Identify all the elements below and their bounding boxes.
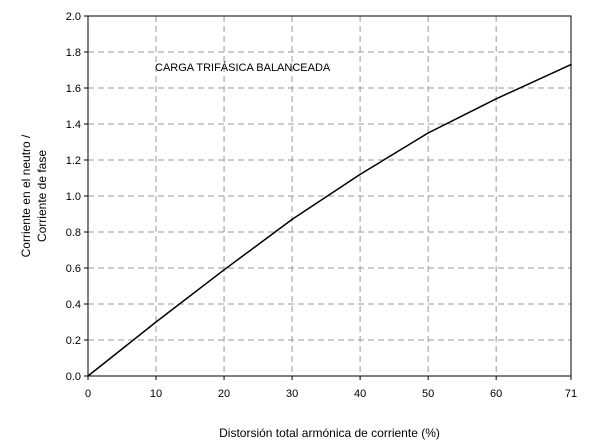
x-tick-label: 71 (565, 388, 577, 400)
y-axis-title-line-1: Corriente en el neutro / (19, 134, 33, 257)
data-point (291, 218, 293, 221)
grid-lines (88, 16, 571, 376)
data-point (495, 98, 497, 100)
data-point (223, 269, 225, 271)
series-group (87, 63, 572, 377)
y-axis-title-line-2: Corriente de fase (35, 150, 49, 242)
x-axis-ticks: 0 10 20 30 40 50 60 71 (85, 376, 577, 400)
series-line (87, 63, 572, 377)
y-tick-label: 1.0 (66, 191, 81, 203)
data-point (155, 321, 157, 323)
x-tick-label: 0 (85, 388, 91, 400)
x-tick-label: 10 (150, 388, 162, 400)
x-tick-label: 60 (490, 388, 502, 400)
y-tick-label: 1.6 (66, 83, 81, 95)
x-tick-label: 30 (286, 388, 298, 400)
y-tick-label: 0.6 (66, 263, 81, 275)
data-point (87, 375, 89, 377)
x-tick-label: 20 (218, 388, 230, 400)
y-tick-label: 1.2 (66, 155, 81, 167)
x-tick-label: 50 (422, 388, 434, 400)
y-tick-label: 2.0 (66, 11, 81, 23)
data-point (359, 173, 361, 176)
x-axis-title: Distorsión total armónica de corriente (… (219, 426, 440, 440)
data-point (427, 132, 429, 134)
y-tick-label: 0.4 (66, 299, 81, 311)
y-axis-title: Corriente en el neutro / Corriente de fa… (19, 134, 49, 257)
y-tick-label: 1.8 (66, 47, 81, 59)
y-tick-label: 1.4 (66, 119, 81, 131)
y-tick-label: 0.2 (66, 335, 81, 347)
y-axis-ticks: 0.0 0.2 0.4 0.6 0.8 1.0 1.2 1.4 1.6 1.8 2.0 (66, 11, 88, 383)
x-tick-label: 40 (354, 388, 366, 400)
data-point (570, 63, 572, 66)
y-tick-label: 0.0 (66, 371, 81, 383)
chart-annotation: CARGA TRIFÁSICA BALANCEADA (155, 61, 331, 74)
y-tick-label: 0.8 (66, 227, 81, 239)
